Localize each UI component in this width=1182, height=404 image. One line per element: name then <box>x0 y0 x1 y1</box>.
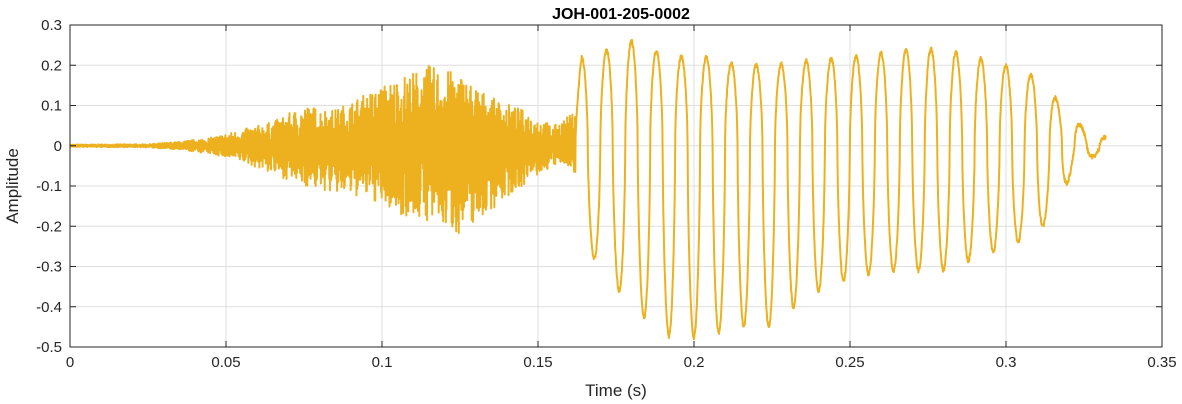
x-tick-label: 0.25 <box>835 354 864 371</box>
y-tick-label: 0.3 <box>41 17 62 34</box>
y-tick-label: -0.4 <box>36 299 62 316</box>
y-tick-label: -0.5 <box>36 339 62 356</box>
x-tick-label: 0.2 <box>684 354 705 371</box>
y-tick-label: 0 <box>54 138 62 155</box>
x-tick-label: 0.05 <box>211 354 240 371</box>
chart-title: JOH-001-205-0002 <box>552 6 690 23</box>
y-tick-label: 0.2 <box>41 57 62 74</box>
x-axis-ticks: 0 0.05 0.1 0.15 0.2 0.25 0.3 0.35 <box>66 25 1177 371</box>
plot-area <box>70 38 1107 341</box>
y-axis-label: Amplitude <box>3 148 22 224</box>
y-tick-label: -0.2 <box>36 218 62 235</box>
x-axis-label: Time (s) <box>585 381 647 400</box>
x-tick-label: 0 <box>66 354 74 371</box>
y-tick-label: -0.1 <box>36 178 62 195</box>
y-axis-ticks: 0.3 0.2 0.1 0 -0.1 -0.2 -0.3 -0.4 -0.5 <box>36 17 1162 356</box>
x-tick-label: 0.35 <box>1147 354 1176 371</box>
x-tick-label: 0.1 <box>372 354 393 371</box>
y-tick-label: -0.3 <box>36 259 62 276</box>
x-tick-label: 0.15 <box>523 354 552 371</box>
y-tick-label: 0.1 <box>41 98 62 115</box>
waveform-series-0 <box>70 38 1107 341</box>
x-tick-label: 0.3 <box>996 354 1017 371</box>
